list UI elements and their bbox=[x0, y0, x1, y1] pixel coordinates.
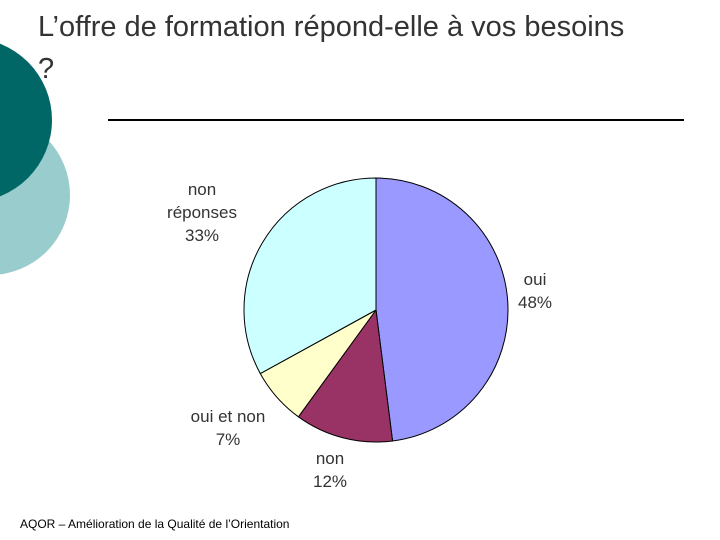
slice-label: non réponses 33% bbox=[152, 178, 252, 247]
slice-label: oui et non 7% bbox=[168, 405, 288, 451]
value-label: 12% bbox=[312, 472, 348, 491]
value-label: 48% bbox=[517, 293, 553, 312]
pie-slice bbox=[375, 177, 509, 442]
category-label: oui et non bbox=[190, 407, 266, 426]
pie-slice bbox=[243, 177, 377, 375]
pie bbox=[243, 177, 509, 443]
value-label: 33% bbox=[184, 226, 220, 245]
category-label: non réponses bbox=[167, 180, 237, 222]
chart-title: L’offre de formation répond-elle à vos b… bbox=[38, 11, 625, 85]
slice-label: oui 48% bbox=[475, 268, 595, 314]
value-label: 7% bbox=[215, 430, 241, 449]
decor-circle bbox=[0, 43, 52, 197]
footer: AQOR – Amélioration de la Qualité de l’O… bbox=[20, 517, 290, 531]
slice-label: non 12% bbox=[270, 447, 390, 493]
category-label: oui bbox=[523, 270, 547, 289]
pie-slice bbox=[297, 308, 394, 443]
category-label: non bbox=[315, 449, 345, 468]
